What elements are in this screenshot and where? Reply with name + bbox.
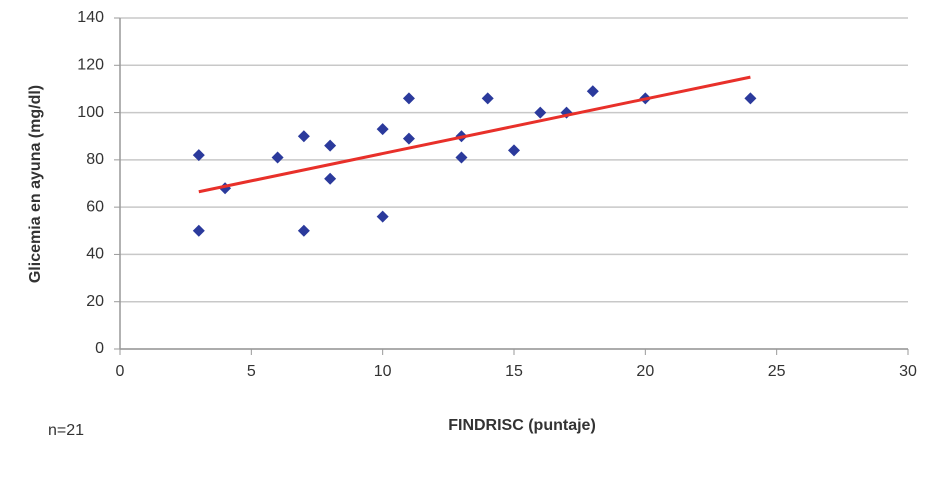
data-point xyxy=(402,132,415,145)
y-tick-label: 120 xyxy=(77,57,104,74)
data-point xyxy=(297,224,310,237)
annotation: n=21 xyxy=(48,422,84,439)
data-point xyxy=(376,123,389,136)
y-tick-label: 20 xyxy=(86,293,104,310)
data-point xyxy=(481,92,494,105)
data-point xyxy=(744,92,757,105)
x-tick-label: 0 xyxy=(116,363,125,380)
data-point xyxy=(192,149,205,162)
y-tick-label: 60 xyxy=(86,198,104,215)
data-point xyxy=(586,85,599,98)
x-tick-label: 15 xyxy=(505,363,523,380)
x-tick-label: 30 xyxy=(899,363,917,380)
y-tick-label: 100 xyxy=(77,104,104,121)
x-tick-label: 20 xyxy=(636,363,654,380)
y-tick-label: 0 xyxy=(95,340,104,357)
y-axis-label: Glicemia en ayuna (mg/dl) xyxy=(27,85,44,283)
data-point xyxy=(508,144,520,157)
x-tick-label: 5 xyxy=(247,363,256,380)
y-tick-label: 140 xyxy=(77,9,104,26)
x-tick-label: 10 xyxy=(374,363,392,380)
data-point xyxy=(455,151,468,164)
data-point xyxy=(324,139,337,152)
y-tick-label: 40 xyxy=(86,246,104,263)
data-point xyxy=(297,130,310,143)
y-tick-label: 80 xyxy=(86,151,104,168)
data-point xyxy=(402,92,415,105)
data-point xyxy=(534,106,547,119)
data-point xyxy=(324,172,337,185)
trend-line xyxy=(198,75,751,194)
data-point xyxy=(376,210,389,223)
data-point xyxy=(271,151,284,164)
x-axis-label: FINDRISC (puntaje) xyxy=(448,417,596,434)
x-tick-label: 25 xyxy=(768,363,786,380)
data-point xyxy=(192,224,205,237)
